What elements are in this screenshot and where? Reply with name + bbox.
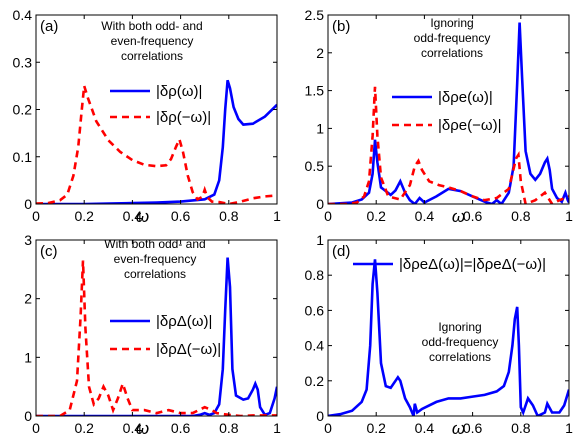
y-tick-label: 3 — [24, 232, 32, 248]
y-tick-label: 0.8 — [305, 267, 325, 283]
x-tick-label: 0.4 — [415, 208, 435, 224]
panel-label: (a) — [40, 18, 58, 35]
y-tick-label: 0.2 — [13, 102, 33, 118]
x-tick-label: 0.2 — [74, 420, 94, 436]
annotation-text: With both odd- and — [101, 19, 202, 33]
annotation-text: odd-frequency — [422, 335, 499, 349]
y-tick-label: 0 — [316, 408, 324, 424]
legend-label: |δρe(−ω)| — [438, 117, 501, 134]
x-tick-label: 0.6 — [171, 420, 191, 436]
x-tick-label: 0.2 — [366, 420, 386, 436]
x-axis-label: ω — [136, 207, 149, 226]
x-axis-label: ω — [452, 419, 465, 438]
x-axis-label: ω — [452, 207, 465, 226]
annotation-text: correlations — [124, 267, 186, 281]
x-tick-label: 0.4 — [123, 420, 143, 436]
chart-panel-d: 0 0.2 0.4 0.6 0.8 1 0 0.2 0.4 0.6 0.8 1 ω (d) Ignoring… — [305, 232, 574, 438]
y-tick-label: 0.5 — [305, 158, 325, 174]
x-tick-label: 0 — [324, 420, 332, 436]
axes-frame — [327, 239, 570, 417]
x-tick-label: 0.8 — [219, 420, 239, 436]
annotation-text: Ignoring — [438, 320, 481, 334]
panel-label: (c) — [40, 243, 58, 260]
x-tick-label: 0.4 — [123, 208, 143, 224]
x-tick-label: 0 — [324, 208, 332, 224]
x-tick-label: 1 — [565, 208, 573, 224]
x-tick-label: 0.8 — [219, 208, 239, 224]
series-line-positive-omega — [328, 259, 569, 416]
legend-label: |δρΔ(ω)| — [156, 313, 212, 330]
x-tick-label: 1 — [565, 420, 573, 436]
annotation-text: Ignoring — [430, 16, 473, 30]
y-tick-label: 1 — [316, 232, 324, 248]
series-line-positive-omega — [328, 22, 569, 204]
x-tick-label: 0.6 — [171, 208, 191, 224]
panel-label: (b) — [332, 18, 350, 35]
x-tick-label: 0.8 — [511, 420, 531, 436]
x-tick-label: 0.6 — [463, 208, 483, 224]
annotation-text: correlations — [121, 49, 183, 63]
y-tick-label: 0.2 — [305, 373, 325, 389]
chart-panel-c: 0 0.2 0.4 0.6 0.8 1 0 1 2 3 ω (c) With both odd- and… — [24, 232, 281, 438]
y-tick-label: 0.1 — [13, 149, 33, 165]
y-tick-label: 2.5 — [305, 7, 325, 23]
annotation-text: correlations — [429, 350, 491, 364]
x-axis-label: ω — [136, 419, 149, 438]
x-tick-label: 0.2 — [74, 208, 94, 224]
legend-label: |δρeΔ(ω)|=|δρeΔ(−ω)| — [399, 256, 546, 273]
y-tick-label: 0.3 — [13, 54, 33, 70]
series-line-negative-omega — [36, 260, 277, 416]
axes-frame — [35, 239, 278, 417]
annotation-text: With both odd- and — [104, 237, 205, 251]
y-tick-label: 0 — [24, 196, 32, 212]
annotation-text: odd-frequency — [414, 31, 491, 45]
legend-label: |δρΔ(−ω)| — [156, 341, 221, 358]
x-tick-label: 0 — [32, 420, 40, 436]
series-line-negative-omega — [36, 85, 277, 204]
chart-panel-a: 0 0.2 0.4 0.6 0.8 100.10.20.30.4ω(a) With both… — [13, 7, 282, 226]
y-tick-label: 0.6 — [305, 302, 325, 318]
axes-frame — [327, 14, 570, 205]
y-tick-label: 0 — [24, 408, 32, 424]
x-tick-label: 0 — [32, 208, 40, 224]
annotation-text: correlations — [421, 46, 483, 60]
x-tick-label: 1 — [273, 420, 281, 436]
x-tick-label: 0.4 — [415, 420, 435, 436]
x-tick-label: 0.2 — [366, 208, 386, 224]
legend-label: |δρ(ω)| — [156, 83, 202, 100]
annotation-text: even-frequency — [111, 34, 194, 48]
y-tick-label: 0.4 — [305, 338, 325, 354]
y-tick-label: 1 — [316, 120, 324, 136]
series-line-negative-omega — [328, 86, 569, 204]
x-tick-label: 0.8 — [511, 208, 531, 224]
series-line-positive-omega — [36, 257, 277, 416]
annotation-text: even-frequency — [114, 252, 197, 266]
y-tick-label: 0.4 — [13, 7, 33, 23]
x-tick-label: 1 — [273, 208, 281, 224]
series-line-positive-omega — [36, 79, 277, 204]
y-tick-label: 2 — [316, 45, 324, 61]
chart-panel-b: 0 0.2 0.4 0.6 0.8 1 0 0.5 1 1.5 2 2.5 ω (b) Ignoringod… — [305, 7, 574, 226]
legend-label: |δρe(ω)| — [438, 89, 493, 106]
panel-label: (d) — [332, 243, 350, 260]
y-tick-label: 1 — [24, 349, 32, 365]
y-tick-label: 2 — [24, 291, 32, 307]
x-tick-label: 0.6 — [463, 420, 483, 436]
y-tick-label: 1.5 — [305, 83, 325, 99]
y-tick-label: 0 — [316, 196, 324, 212]
legend-label: |δρ(−ω)| — [156, 109, 211, 126]
